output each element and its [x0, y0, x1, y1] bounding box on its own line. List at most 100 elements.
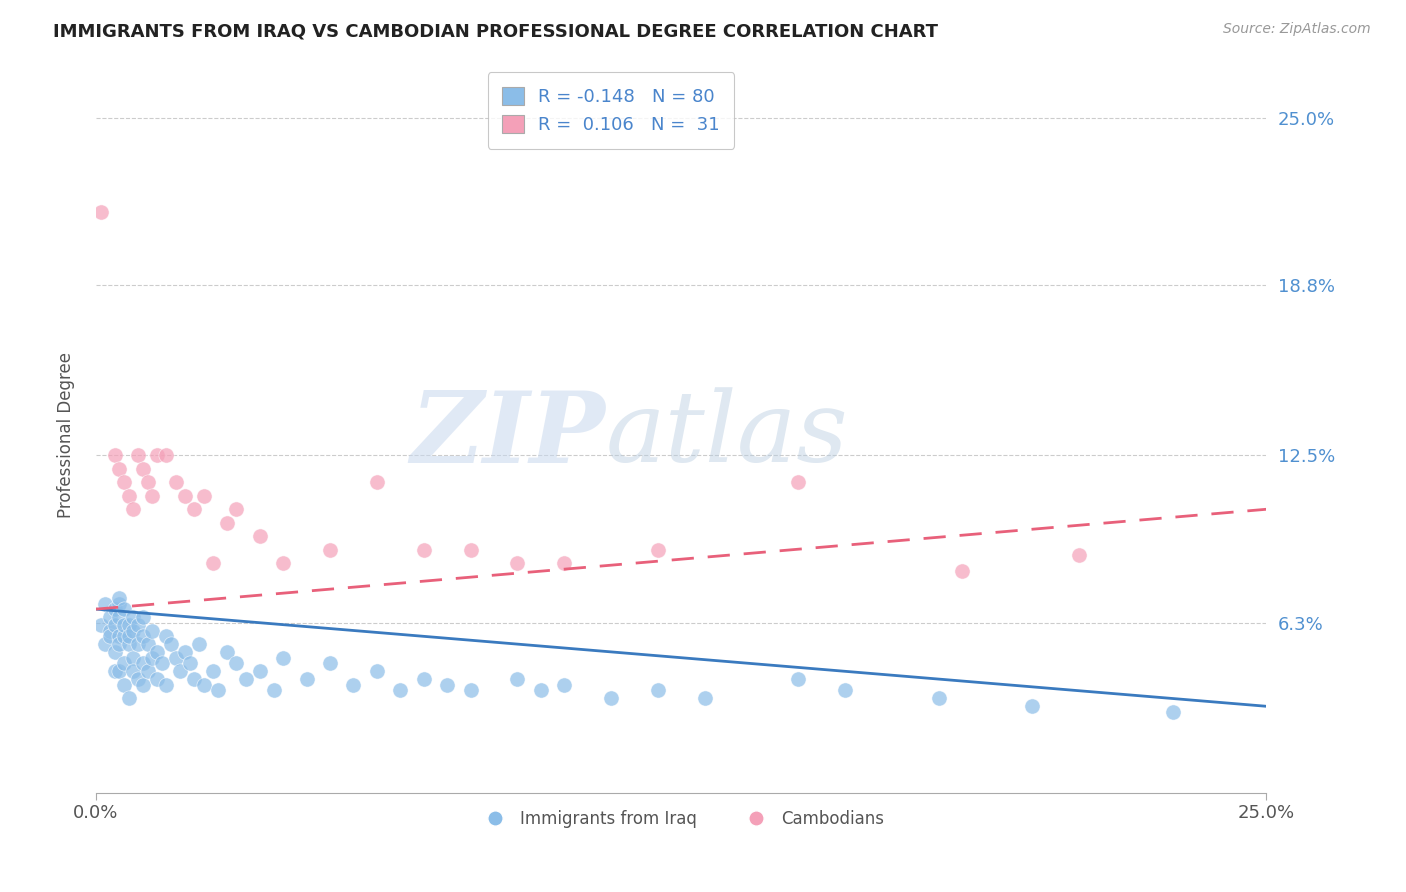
Point — [928, 691, 950, 706]
Point — [155, 448, 177, 462]
Point — [1021, 699, 1043, 714]
Point — [412, 673, 434, 687]
Point — [132, 462, 155, 476]
Point — [118, 489, 141, 503]
Point — [169, 664, 191, 678]
Point — [104, 645, 127, 659]
Point — [193, 489, 215, 503]
Point — [179, 656, 201, 670]
Point — [295, 673, 318, 687]
Point — [104, 618, 127, 632]
Point — [193, 678, 215, 692]
Point — [1069, 548, 1091, 562]
Point — [150, 656, 173, 670]
Point — [90, 205, 112, 219]
Point — [647, 683, 669, 698]
Point — [141, 489, 163, 503]
Point — [600, 691, 623, 706]
Point — [122, 624, 145, 638]
Point — [787, 475, 810, 490]
Point — [104, 602, 127, 616]
Point — [249, 529, 271, 543]
Point — [366, 664, 388, 678]
Point — [263, 683, 285, 698]
Point — [122, 502, 145, 516]
Point — [104, 448, 127, 462]
Point — [834, 683, 856, 698]
Point — [98, 629, 121, 643]
Point — [165, 475, 187, 490]
Point — [98, 624, 121, 638]
Point — [132, 678, 155, 692]
Point — [146, 645, 169, 659]
Point — [127, 448, 149, 462]
Point — [118, 629, 141, 643]
Point — [127, 618, 149, 632]
Point — [553, 678, 575, 692]
Point — [160, 637, 183, 651]
Point — [132, 610, 155, 624]
Point — [108, 597, 131, 611]
Point — [506, 556, 529, 570]
Point — [141, 650, 163, 665]
Point — [217, 516, 239, 530]
Point — [118, 691, 141, 706]
Point — [104, 664, 127, 678]
Point — [389, 683, 412, 698]
Point — [146, 673, 169, 687]
Point — [235, 673, 257, 687]
Point — [188, 637, 211, 651]
Point — [202, 556, 225, 570]
Point — [112, 618, 135, 632]
Point — [122, 650, 145, 665]
Point — [98, 610, 121, 624]
Point — [90, 618, 112, 632]
Point — [225, 502, 247, 516]
Point — [118, 618, 141, 632]
Y-axis label: Professional Degree: Professional Degree — [58, 352, 75, 518]
Text: IMMIGRANTS FROM IRAQ VS CAMBODIAN PROFESSIONAL DEGREE CORRELATION CHART: IMMIGRANTS FROM IRAQ VS CAMBODIAN PROFES… — [53, 22, 938, 40]
Point — [155, 678, 177, 692]
Point — [127, 637, 149, 651]
Point — [506, 673, 529, 687]
Point — [342, 678, 364, 692]
Point — [319, 542, 342, 557]
Legend: Immigrants from Iraq, Cambodians: Immigrants from Iraq, Cambodians — [472, 803, 890, 834]
Point — [553, 556, 575, 570]
Point — [249, 664, 271, 678]
Point — [225, 656, 247, 670]
Point — [127, 673, 149, 687]
Point — [108, 462, 131, 476]
Point — [174, 489, 197, 503]
Point — [271, 556, 294, 570]
Text: ZIP: ZIP — [411, 387, 605, 483]
Point — [112, 475, 135, 490]
Point — [94, 597, 117, 611]
Point — [108, 664, 131, 678]
Point — [141, 624, 163, 638]
Point — [183, 502, 205, 516]
Point — [647, 542, 669, 557]
Point — [530, 683, 553, 698]
Text: atlas: atlas — [605, 387, 848, 483]
Point — [146, 448, 169, 462]
Point — [1161, 705, 1184, 719]
Point — [112, 629, 135, 643]
Point — [207, 683, 229, 698]
Point — [108, 610, 131, 624]
Point — [132, 656, 155, 670]
Point — [112, 656, 135, 670]
Point — [136, 664, 159, 678]
Point — [460, 683, 482, 698]
Point — [112, 678, 135, 692]
Text: Source: ZipAtlas.com: Source: ZipAtlas.com — [1223, 22, 1371, 37]
Point — [108, 629, 131, 643]
Point — [271, 650, 294, 665]
Point — [202, 664, 225, 678]
Point — [217, 645, 239, 659]
Point — [183, 673, 205, 687]
Point — [950, 565, 973, 579]
Point — [136, 475, 159, 490]
Point — [366, 475, 388, 490]
Point — [118, 637, 141, 651]
